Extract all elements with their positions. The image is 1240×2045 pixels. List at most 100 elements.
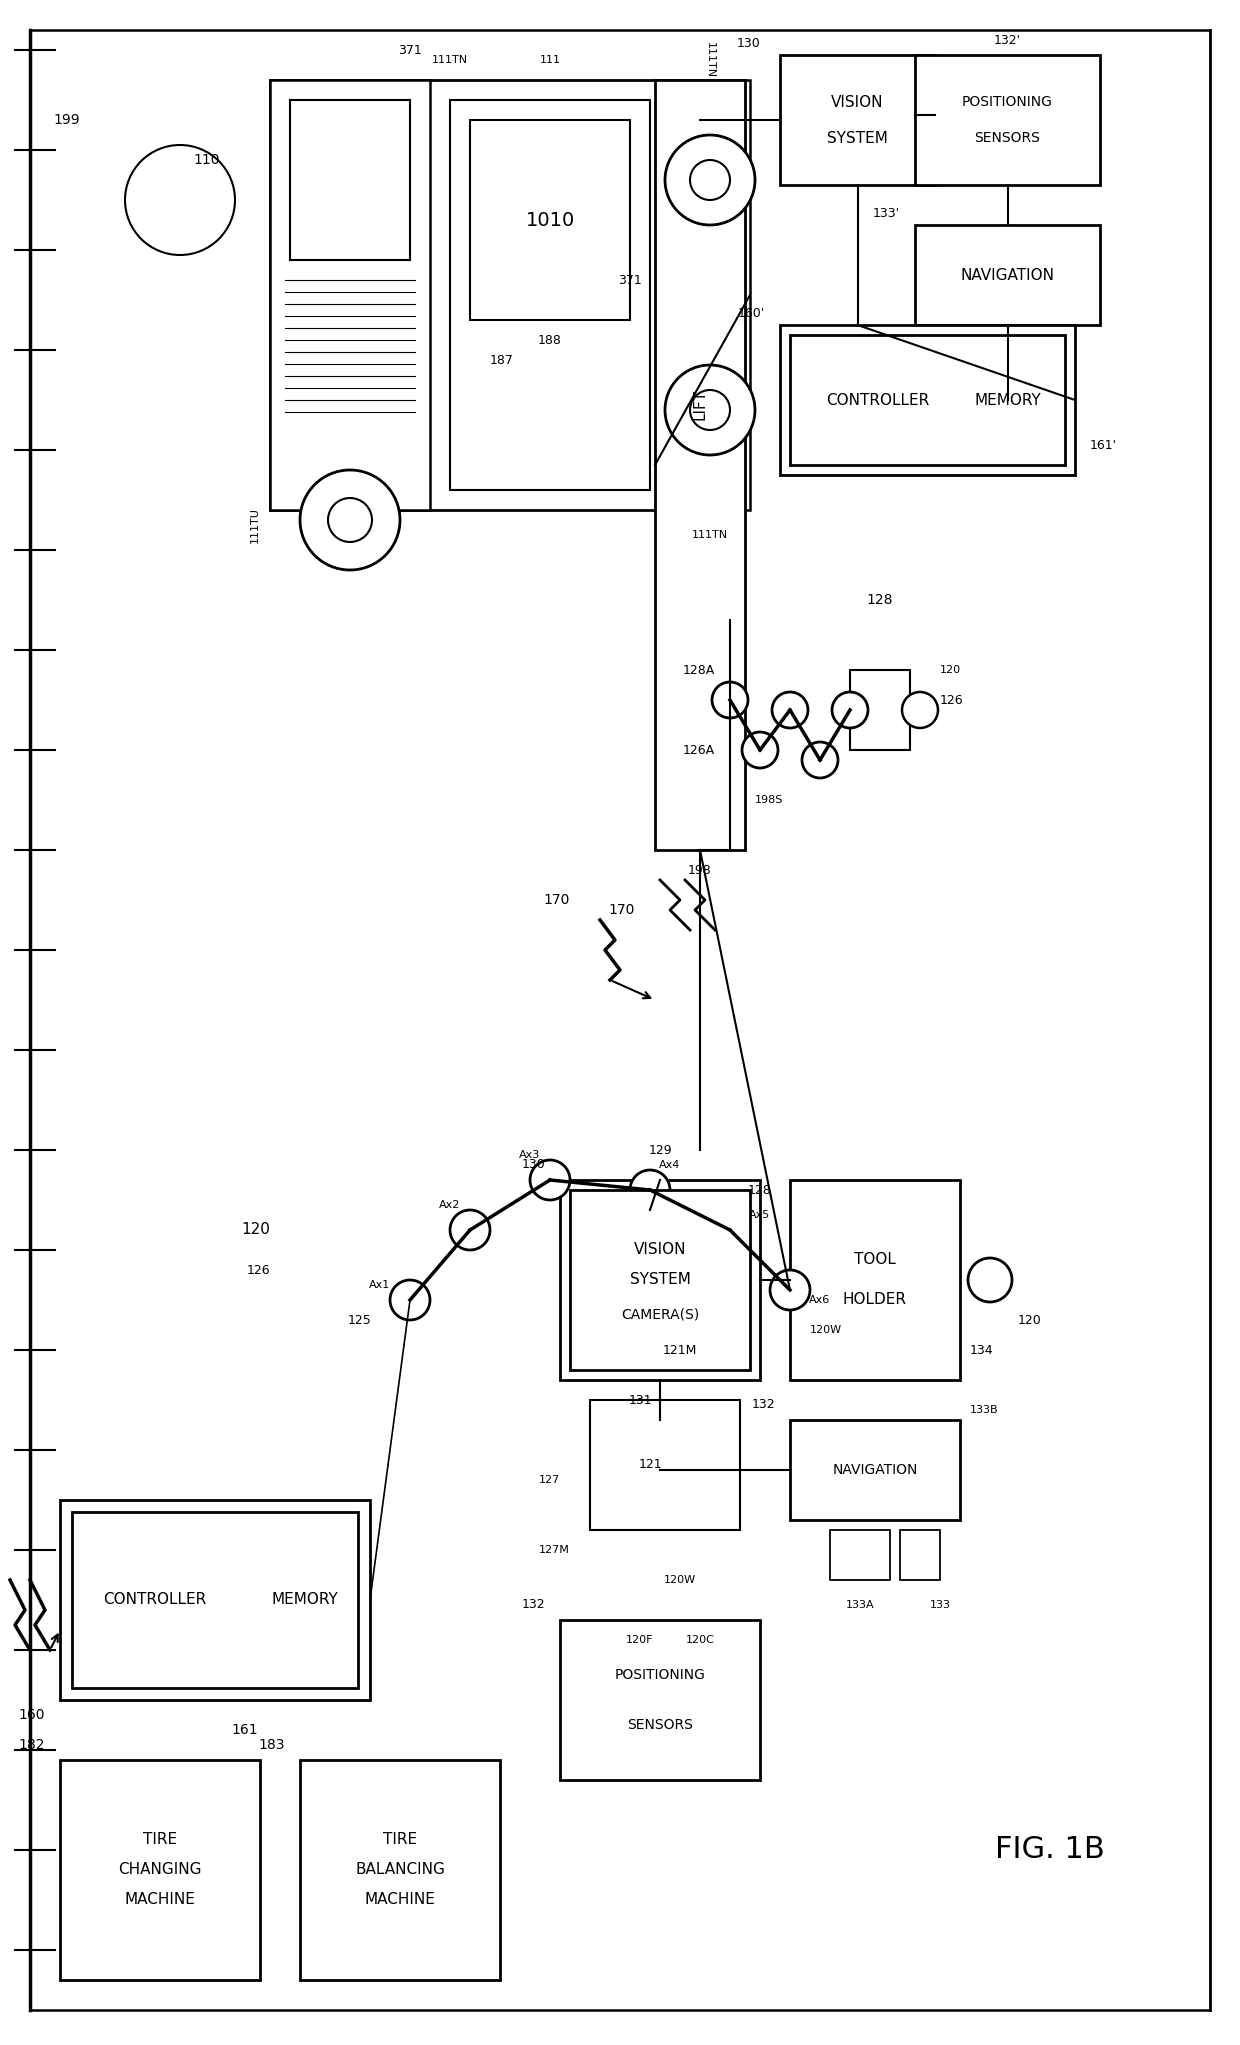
Text: POSITIONING: POSITIONING bbox=[962, 94, 1053, 108]
Text: 125: 125 bbox=[348, 1313, 372, 1327]
Circle shape bbox=[742, 732, 777, 769]
Circle shape bbox=[968, 1258, 1012, 1303]
Bar bbox=[450, 100, 650, 491]
Text: 160: 160 bbox=[19, 1708, 45, 1722]
Text: 134: 134 bbox=[970, 1344, 993, 1356]
Text: CHANGING: CHANGING bbox=[118, 1863, 202, 1877]
Circle shape bbox=[391, 1280, 430, 1319]
Text: 198S: 198S bbox=[755, 796, 784, 806]
Bar bbox=[60, 1499, 370, 1699]
Bar bbox=[270, 80, 670, 509]
Text: Ax1: Ax1 bbox=[370, 1280, 391, 1290]
Circle shape bbox=[529, 1160, 570, 1200]
Text: 132: 132 bbox=[751, 1399, 775, 1411]
Bar bbox=[620, 1319, 740, 1380]
Text: 160': 160' bbox=[738, 307, 765, 319]
Text: 133': 133' bbox=[873, 207, 900, 219]
Text: 121: 121 bbox=[639, 1458, 662, 1472]
Text: 127M: 127M bbox=[539, 1546, 570, 1554]
Text: 188: 188 bbox=[538, 333, 562, 346]
Bar bbox=[900, 1530, 940, 1581]
Circle shape bbox=[630, 1170, 670, 1211]
Bar bbox=[790, 1180, 960, 1380]
Text: 183: 183 bbox=[258, 1738, 285, 1753]
Text: SENSORS: SENSORS bbox=[627, 1718, 693, 1732]
Circle shape bbox=[665, 135, 755, 225]
Circle shape bbox=[329, 499, 372, 542]
Text: 129: 129 bbox=[649, 1143, 672, 1157]
Circle shape bbox=[689, 391, 730, 429]
Text: VISION: VISION bbox=[831, 94, 884, 110]
Bar bbox=[790, 1419, 960, 1519]
Text: 1010: 1010 bbox=[526, 211, 574, 229]
Text: MEMORY: MEMORY bbox=[272, 1593, 339, 1607]
Text: 120C: 120C bbox=[686, 1636, 714, 1644]
Text: NAVIGATION: NAVIGATION bbox=[832, 1462, 918, 1476]
Circle shape bbox=[770, 1270, 810, 1311]
Text: 128A: 128A bbox=[683, 663, 715, 677]
Text: 111TN: 111TN bbox=[692, 530, 728, 540]
Text: 126: 126 bbox=[940, 693, 963, 706]
Circle shape bbox=[450, 1211, 490, 1249]
Text: 133: 133 bbox=[930, 1599, 951, 1609]
Text: TIRE: TIRE bbox=[383, 1832, 417, 1847]
Text: 127: 127 bbox=[538, 1474, 560, 1485]
Bar bbox=[790, 335, 1065, 464]
Text: 132': 132' bbox=[994, 33, 1021, 47]
Text: 198: 198 bbox=[688, 863, 712, 877]
Text: LIFT: LIFT bbox=[692, 389, 708, 421]
Circle shape bbox=[300, 470, 401, 571]
Bar bbox=[570, 1190, 750, 1370]
Text: CAMERA(S): CAMERA(S) bbox=[621, 1309, 699, 1321]
Text: MACHINE: MACHINE bbox=[124, 1892, 196, 1908]
Bar bbox=[72, 1511, 358, 1687]
Text: 187: 187 bbox=[490, 354, 513, 366]
Text: NAVIGATION: NAVIGATION bbox=[961, 268, 1054, 282]
Circle shape bbox=[689, 160, 730, 200]
Text: Ax6: Ax6 bbox=[810, 1294, 831, 1305]
Text: 161: 161 bbox=[232, 1724, 258, 1736]
Text: 121M: 121M bbox=[663, 1344, 697, 1356]
Circle shape bbox=[665, 364, 755, 454]
Text: 130: 130 bbox=[521, 1160, 546, 1172]
Circle shape bbox=[802, 742, 838, 777]
Text: MEMORY: MEMORY bbox=[975, 393, 1040, 407]
Text: 120W: 120W bbox=[663, 1575, 696, 1585]
Bar bbox=[915, 55, 1100, 184]
Bar bbox=[670, 80, 750, 509]
Text: 130: 130 bbox=[737, 37, 760, 49]
Bar bbox=[300, 1761, 500, 1980]
Text: Ax2: Ax2 bbox=[439, 1200, 461, 1211]
Text: 120W: 120W bbox=[810, 1325, 842, 1335]
Text: 111TU: 111TU bbox=[250, 507, 260, 542]
Text: 371: 371 bbox=[398, 43, 422, 57]
Bar bbox=[780, 55, 935, 184]
Text: HOLDER: HOLDER bbox=[843, 1292, 906, 1307]
Bar bbox=[560, 1180, 760, 1380]
Circle shape bbox=[832, 691, 868, 728]
Text: 120F: 120F bbox=[626, 1636, 653, 1644]
Text: 161': 161' bbox=[1090, 438, 1117, 452]
Text: Ax5: Ax5 bbox=[749, 1211, 770, 1221]
Text: 110: 110 bbox=[193, 153, 219, 168]
Circle shape bbox=[901, 691, 937, 728]
Text: Ax4: Ax4 bbox=[660, 1160, 681, 1170]
Text: 120: 120 bbox=[940, 665, 961, 675]
Text: 111: 111 bbox=[539, 55, 560, 65]
Text: 133A: 133A bbox=[846, 1599, 874, 1609]
Bar bbox=[590, 1401, 740, 1530]
Text: 111TN: 111TN bbox=[706, 43, 715, 78]
Text: TOOL: TOOL bbox=[854, 1252, 897, 1268]
Bar bbox=[560, 1620, 760, 1779]
Circle shape bbox=[773, 691, 808, 728]
Circle shape bbox=[711, 1211, 750, 1249]
Text: 126: 126 bbox=[247, 1264, 270, 1276]
Text: 371: 371 bbox=[618, 274, 642, 286]
Text: POSITIONING: POSITIONING bbox=[615, 1669, 706, 1681]
Text: SYSTEM: SYSTEM bbox=[630, 1272, 691, 1288]
Text: BALANCING: BALANCING bbox=[355, 1863, 445, 1877]
Text: 132: 132 bbox=[521, 1599, 546, 1611]
Bar bbox=[270, 80, 430, 509]
Bar bbox=[470, 121, 630, 319]
Text: 126A: 126A bbox=[683, 744, 715, 757]
